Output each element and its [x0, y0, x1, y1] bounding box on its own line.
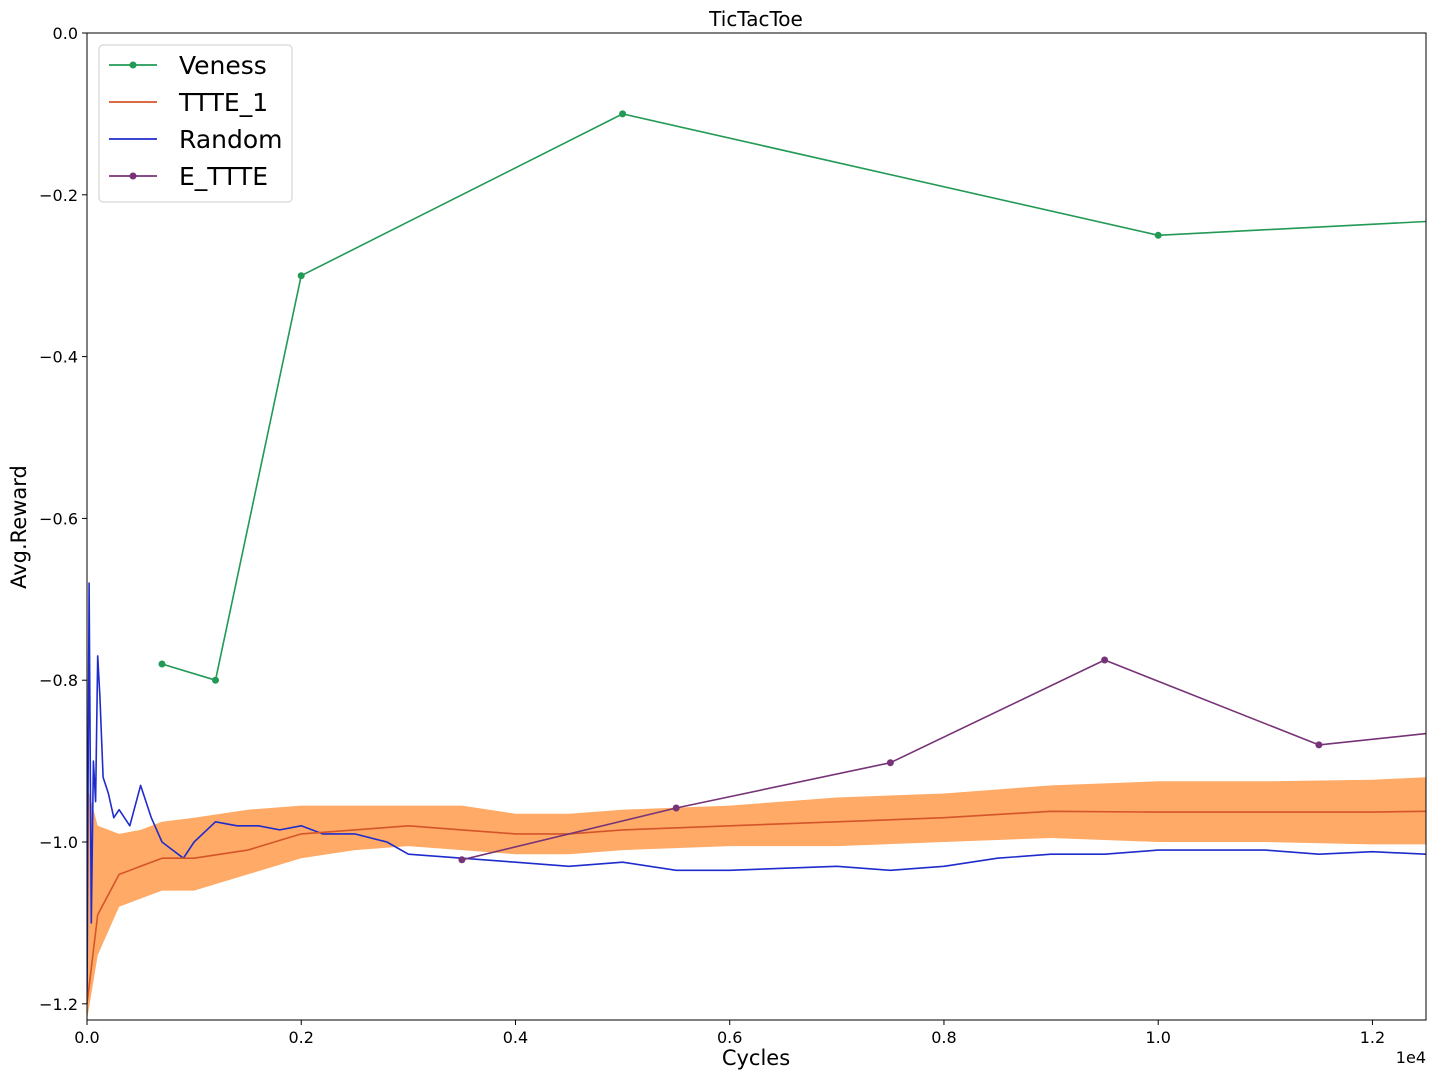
ticks-layer: 0.0 0.2 0.4 0.6 0.8 1.0 1.2 −1.2 −1.0 −0.8 −0.6 −0.…	[39, 24, 1385, 1047]
y-tick-label: −0.2	[39, 186, 78, 205]
y-tick-label: −0.4	[39, 348, 78, 367]
legend: Veness TTTE_1 Random E_TTTE	[98, 44, 293, 203]
series-line-e_ttte	[461, 659, 1426, 861]
series-band-ttte_1	[87, 777, 1426, 1020]
data-point-veness	[158, 660, 166, 668]
legend-marker-veness	[129, 61, 137, 69]
x-tick-label: 0.0	[74, 1028, 99, 1047]
legend-label-e_ttte: E_TTTE	[179, 162, 268, 191]
legend-label-random: Random	[179, 125, 283, 154]
data-point-veness	[1154, 231, 1162, 239]
legend-label-ttte_1: TTTE_1	[178, 88, 268, 117]
x-tick-label: 1.0	[1145, 1028, 1170, 1047]
y-axis-label: Avg.Reward	[7, 465, 31, 589]
series-line-ttte_1	[87, 810, 1426, 1004]
x-tick-label: 0.6	[717, 1028, 742, 1047]
y-tick-label: −1.2	[39, 995, 78, 1014]
y-tick-label: −0.6	[39, 509, 78, 528]
series-line-random	[87, 582, 1426, 1004]
y-tick-label: 0.0	[53, 24, 78, 43]
data-point-veness	[212, 676, 219, 684]
x-tick-label: 0.8	[931, 1028, 956, 1047]
x-axis-label: Cycles	[722, 1046, 790, 1070]
legend-box	[98, 44, 293, 203]
y-tick-label: −1.0	[39, 833, 78, 852]
data-point-veness	[297, 272, 305, 280]
x-axis-offset-label: 1e4	[1396, 1048, 1426, 1067]
x-tick-label: 0.2	[289, 1028, 314, 1047]
data-point-e_ttte	[672, 804, 680, 812]
data-point-veness	[619, 110, 627, 118]
series-layer	[87, 110, 1426, 1020]
data-point-e_ttte	[1315, 741, 1323, 749]
x-tick-label: 1.2	[1360, 1028, 1385, 1047]
legend-marker-e_ttte	[129, 172, 137, 180]
data-point-e_ttte	[1101, 656, 1109, 664]
legend-label-veness: Veness	[179, 51, 267, 80]
series-line-veness	[161, 113, 1426, 682]
y-tick-label: −0.8	[39, 671, 78, 690]
data-point-e_ttte	[458, 856, 466, 864]
plot-frame	[86, 32, 1427, 1021]
data-point-e_ttte	[886, 759, 894, 767]
x-tick-label: 0.4	[503, 1028, 528, 1047]
chart-title: TicTacToe	[708, 7, 803, 31]
